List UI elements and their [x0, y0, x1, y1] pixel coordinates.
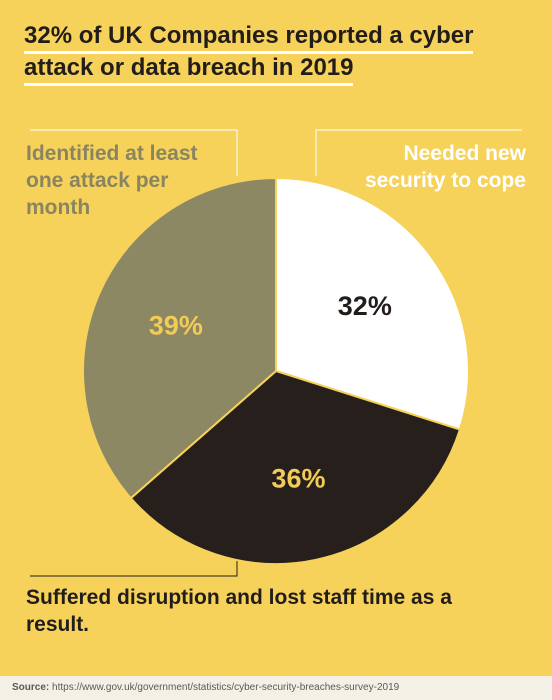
pie-slice-3 — [82, 176, 277, 500]
callout-suffered-disruption: Suffered disruption and lost staff time … — [26, 586, 452, 636]
chart-title-line-2: attack or data breach in 2019 — [24, 54, 354, 86]
source-link[interactable]: https://www.gov.uk/government/statistics… — [52, 682, 400, 693]
pie-slice-1 — [275, 176, 470, 431]
pie-slice-label-1: 32% — [338, 291, 392, 321]
callout-identified-attacks: Identified at least one attack per month — [26, 142, 198, 219]
pie-slice-label-3: 39% — [149, 311, 203, 341]
source-footer: Source: https://www.gov.uk/government/st… — [0, 676, 552, 700]
source-label: Source: — [12, 682, 50, 693]
callout-needed-security: Needed new security to cope — [364, 142, 526, 192]
leader-line-bottom — [30, 552, 238, 577]
pie-slice-label-2: 36% — [271, 464, 325, 494]
leader-line-right — [315, 129, 522, 176]
pie-slice-2 — [129, 369, 462, 565]
leader-line-left — [30, 129, 238, 176]
chart-title-line-1: 32% of UK Companies reported a cyber — [24, 22, 474, 54]
